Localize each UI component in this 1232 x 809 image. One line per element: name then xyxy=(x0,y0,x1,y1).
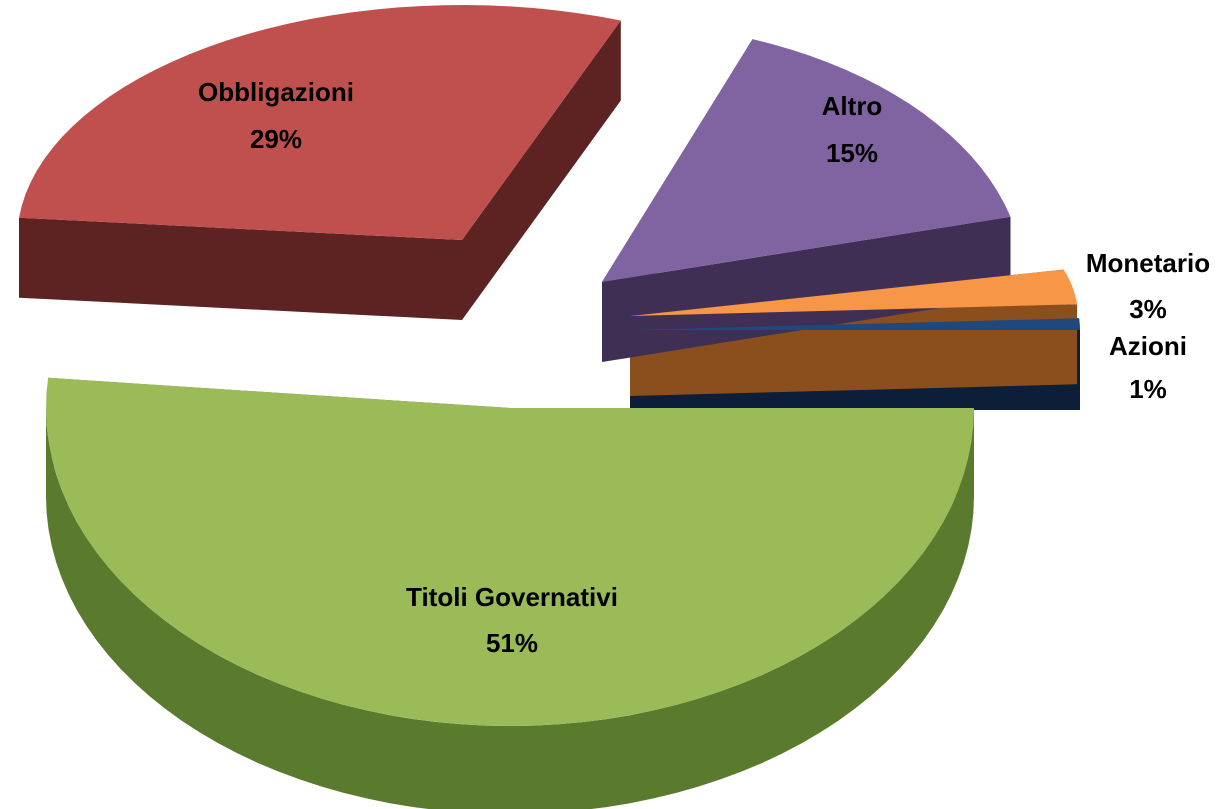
label-monetario-percent: 3% xyxy=(1129,294,1167,324)
pie-face-obbligazioni-1 xyxy=(462,20,621,320)
label-titoli-governativi-name: Titoli Governativi xyxy=(406,582,618,612)
label-altro-name: Altro xyxy=(822,91,883,121)
pie-face-altro-1 xyxy=(602,216,1011,362)
label-azioni-name: Azioni xyxy=(1109,331,1187,361)
pie-slice-obbligazioni xyxy=(19,5,621,240)
label-obbligazioni-name: Obbligazioni xyxy=(198,77,354,107)
pie-slice-tops xyxy=(19,5,1080,726)
pie-slice-azioni xyxy=(630,318,1080,330)
label-titoli-governativi-percent: 51% xyxy=(486,628,538,658)
pie-face-obbligazioni-0 xyxy=(19,217,462,320)
label-azioni-percent: 1% xyxy=(1129,374,1167,404)
pie-labels: Titoli Governativi 51% Obbligazioni 29% Altr… xyxy=(198,77,1210,658)
pie-slice-monetario xyxy=(630,269,1078,316)
label-altro-percent: 15% xyxy=(826,138,878,168)
pie-slice-titoli-governativi xyxy=(46,377,974,726)
pie-side-titoli-governativi xyxy=(46,408,974,809)
label-monetario-name: Monetario xyxy=(1086,248,1210,278)
pie-slice-altro xyxy=(602,39,1011,282)
label-obbligazioni-percent: 29% xyxy=(250,124,302,154)
